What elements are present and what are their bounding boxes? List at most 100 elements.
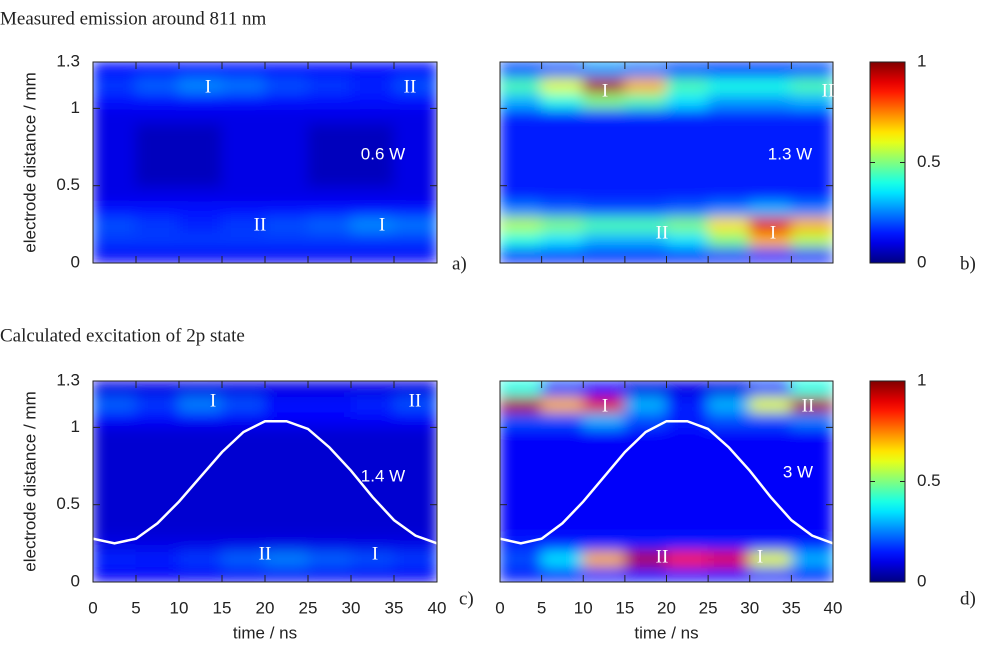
- heat-cell: [135, 169, 180, 187]
- heat-cell: [790, 550, 833, 568]
- heat-cell: [350, 426, 395, 444]
- colorbar-tick-label: 0.5: [917, 152, 941, 171]
- heat-cell: [707, 504, 751, 521]
- heat-cell: [790, 442, 833, 459]
- y-tick-label: 0: [71, 252, 80, 271]
- heat-cell: [541, 457, 584, 475]
- heat-cell: [500, 185, 543, 202]
- heat-cell: [582, 154, 626, 171]
- heat-cell: [93, 247, 137, 263]
- heatmap: [500, 381, 833, 582]
- y-axis-label: electrode distance / mm: [20, 391, 39, 571]
- heat-cell: [500, 381, 543, 397]
- heat-cell: [624, 519, 667, 537]
- heat-cell: [264, 488, 309, 506]
- heat-cell: [541, 123, 584, 140]
- heat-cell: [541, 169, 584, 187]
- heatmap: [93, 381, 437, 582]
- heat-cell: [93, 504, 137, 521]
- heat-cell: [500, 231, 543, 249]
- heat-cell: [582, 426, 626, 444]
- heat-cell: [707, 381, 751, 397]
- heat-cell: [541, 247, 584, 263]
- heat-cell: [350, 169, 395, 187]
- heat-cell: [790, 185, 833, 202]
- x-tick-label: 20: [256, 598, 275, 617]
- heat-cell: [541, 411, 584, 428]
- heat-cell: [350, 138, 395, 156]
- heat-cell: [264, 216, 309, 233]
- heat-cell: [666, 426, 709, 444]
- heat-cell: [93, 488, 137, 506]
- heat-cell: [666, 247, 709, 263]
- heat-cell: [500, 76, 543, 94]
- heat-cell: [666, 535, 709, 552]
- heat-cell: [93, 442, 137, 459]
- heat-cell: [264, 169, 309, 187]
- heat-cell: [541, 154, 584, 171]
- heat-cell: [307, 395, 352, 413]
- heat-cell: [582, 411, 626, 428]
- heat-cell: [624, 62, 667, 78]
- heat-cell: [500, 62, 543, 78]
- heat-cell: [500, 92, 543, 109]
- colorbar-tick-label: 1: [917, 370, 926, 389]
- heat-cell: [749, 123, 792, 140]
- heat-cell: [790, 504, 833, 521]
- heat-cell: [500, 519, 543, 537]
- heat-cell: [135, 488, 180, 506]
- heat-cell: [500, 411, 543, 428]
- heat-cell: [393, 107, 437, 125]
- heat-cell: [307, 247, 352, 263]
- heat-cell: [500, 107, 543, 125]
- heat-cell: [135, 442, 180, 459]
- x-tick-label: 20: [657, 598, 676, 617]
- colorbar-tick-label: 0.5: [917, 471, 941, 490]
- heat-cell: [624, 169, 667, 187]
- heat-cell: [790, 107, 833, 125]
- heat-cell: [500, 169, 543, 187]
- heat-cell: [178, 411, 223, 428]
- heat-cell: [221, 185, 266, 202]
- heat-cell: [221, 519, 266, 537]
- heat-cell: [307, 550, 352, 568]
- heat-cell: [178, 154, 223, 171]
- heat-cell: [666, 154, 709, 171]
- heat-cell: [541, 231, 584, 249]
- heat-cell: [624, 411, 667, 428]
- heat-cell: [666, 504, 709, 521]
- heat-cell: [350, 442, 395, 459]
- heat-cell: [624, 381, 667, 397]
- heat-cell: [393, 200, 437, 218]
- heat-cell: [582, 566, 626, 582]
- heat-cell: [624, 550, 667, 568]
- heat-cell: [707, 231, 751, 249]
- heat-cell: [264, 200, 309, 218]
- x-tick-label: 40: [428, 598, 447, 617]
- heat-cell: [393, 138, 437, 156]
- heat-cell: [500, 473, 543, 490]
- heat-cell: [666, 92, 709, 109]
- heat-cell: [749, 76, 792, 94]
- heat-cell: [541, 216, 584, 233]
- heat-cell: [541, 566, 584, 582]
- heat-cell: [749, 550, 792, 568]
- heat-cell: [264, 457, 309, 475]
- heat-cell: [393, 231, 437, 249]
- heat-cell: [307, 411, 352, 428]
- heat-cell: [135, 216, 180, 233]
- heat-cell: [350, 76, 395, 94]
- heat-cell: [135, 107, 180, 125]
- heat-cell: [500, 566, 543, 582]
- heat-cell: [707, 76, 751, 94]
- heat-cell: [93, 92, 137, 109]
- heat-cell: [307, 123, 352, 140]
- heat-cell: [178, 231, 223, 249]
- heat-cell: [221, 107, 266, 125]
- heat-cell: [393, 442, 437, 459]
- heat-cell: [264, 231, 309, 249]
- heat-cell: [582, 200, 626, 218]
- heat-cell: [749, 247, 792, 263]
- heat-cell: [221, 92, 266, 109]
- heat-cell: [221, 566, 266, 582]
